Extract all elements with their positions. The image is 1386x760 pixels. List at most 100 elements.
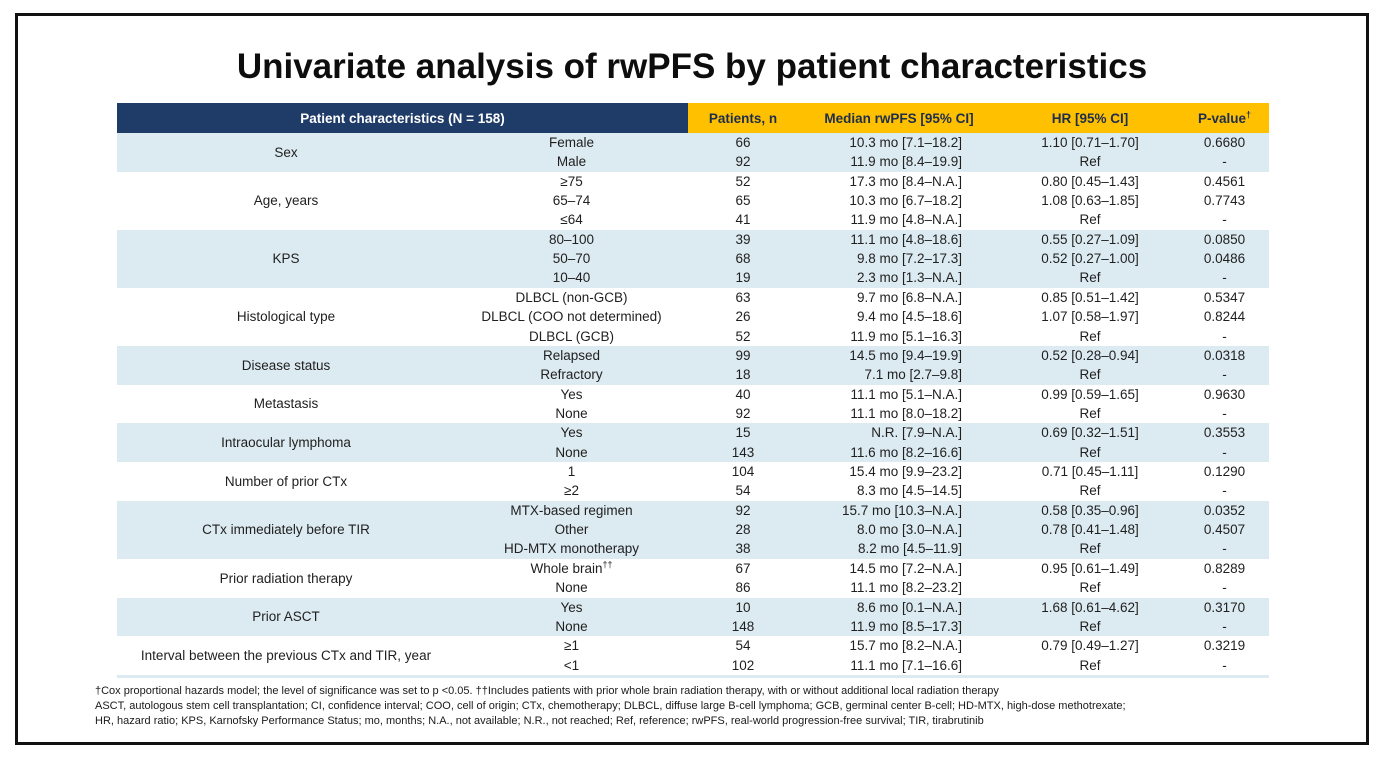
hr-cell: Ref bbox=[1079, 580, 1101, 596]
p-value-cell: - bbox=[1222, 444, 1227, 460]
group-label: CTx immediately before TIR bbox=[202, 522, 370, 538]
category-cell: Female bbox=[549, 134, 595, 150]
category-cell: DLBCL (non-GCB) bbox=[515, 289, 628, 305]
hr-cell: 1.68 [0.61–4.62] bbox=[1041, 599, 1139, 615]
p-value-cell: - bbox=[1222, 541, 1227, 557]
patients-n-cell: 67 bbox=[735, 560, 751, 576]
median-rwpfs-cell: 15.4 mo [9.9–23.2] bbox=[849, 464, 963, 480]
patients-n-cell: 26 bbox=[735, 309, 751, 325]
group-label: Prior ASCT bbox=[252, 609, 320, 625]
table-row: Histological type DLBCL (non-GCB) 63 9.7 mo… bbox=[117, 287, 1270, 323]
table-row: Disease status Relapsed 99 14.5 mo [9.4–19.… bbox=[117, 345, 1270, 372]
table-row: KPS 80–100 39 11.1 mo [4.8–18.6] 0.55 [0.27–… bbox=[117, 229, 1270, 265]
hr-cell: Ref bbox=[1079, 483, 1101, 499]
patients-n-cell: 63 bbox=[735, 289, 751, 305]
hr-cell: 0.58 [0.35–0.96] bbox=[1041, 502, 1139, 518]
p-value-cell: 0.0352 bbox=[1203, 502, 1246, 518]
median-rwpfs-cell: 8.0 mo [3.0–N.A.] bbox=[856, 522, 963, 538]
category-cell: Whole brain†† bbox=[530, 559, 613, 576]
table-row: CTx immediately before TIR MTX-based regi… bbox=[117, 500, 1270, 536]
hr-cell: Ref bbox=[1079, 444, 1101, 460]
hr-cell: 1.08 [0.63–1.85] bbox=[1041, 193, 1139, 208]
group-label: Prior radiation therapy bbox=[219, 570, 353, 586]
patients-n-cell: 19 bbox=[735, 270, 751, 286]
median-rwpfs-cell: 11.1 mo [8.2–23.2] bbox=[850, 580, 963, 596]
median-rwpfs-cell: 8.6 mo [0.1–N.A.] bbox=[856, 599, 963, 615]
median-rwpfs-cell: 11.9 mo [8.5–17.3] bbox=[850, 618, 963, 634]
p-value-cell: 0.7743 bbox=[1203, 193, 1246, 208]
p-value-cell: 0.3553 bbox=[1203, 425, 1246, 441]
patients-n-cell: 92 bbox=[735, 154, 751, 170]
p-value-cell: 0.0850 bbox=[1203, 231, 1246, 247]
col-header-median-rwpfs: Median rwPFS [95% CI] bbox=[798, 103, 1001, 133]
hr-cell: 0.52 [0.27–1.00] bbox=[1041, 251, 1139, 267]
median-rwpfs-cell: 8.2 mo [4.5–11.9] bbox=[857, 541, 963, 557]
median-rwpfs-cell: 11.1 mo [8.0–18.2] bbox=[850, 405, 963, 421]
p-value-cell: 0.0318 bbox=[1203, 347, 1246, 363]
col-header-hr: HR [95% CI] bbox=[1000, 103, 1181, 133]
median-rwpfs-cell: 8.3 mo [4.5–14.5] bbox=[856, 483, 963, 499]
category-cell: DLBCL (GCB) bbox=[529, 328, 615, 344]
median-rwpfs-cell: 9.7 mo [6.8–N.A.] bbox=[856, 289, 963, 305]
patients-n-cell: 52 bbox=[735, 328, 751, 344]
hr-cell: 0.95 [0.61–1.49] bbox=[1041, 560, 1139, 576]
group-label: Metastasis bbox=[253, 396, 319, 412]
patients-n-cell: 68 bbox=[735, 251, 751, 267]
median-rwpfs-cell: 10.3 mo [6.7–18.2] bbox=[849, 193, 963, 208]
hr-cell: 0.78 [0.41–1.48] bbox=[1041, 522, 1139, 538]
category-cell: MTX-based regimen bbox=[510, 502, 633, 518]
p-value-cell: 0.0486 bbox=[1203, 251, 1246, 267]
patients-n-cell: 39 bbox=[735, 231, 751, 247]
category-cell: HD-MTX monotherapy bbox=[503, 541, 640, 557]
patients-n-cell: 66 bbox=[735, 134, 751, 150]
category-cell: ≥1 bbox=[564, 638, 579, 654]
p-value-cell: - bbox=[1222, 405, 1227, 421]
footnote-line-3: HR, hazard ratio; KPS, Karnofsky Perform… bbox=[95, 715, 984, 727]
table-row: Prior radiation therapy Whole brain†† 67 14… bbox=[117, 558, 1270, 585]
category-cell: ≤64 bbox=[560, 212, 583, 228]
hr-cell: 1.10 [0.71–1.70] bbox=[1041, 134, 1139, 150]
category-cell: <1 bbox=[563, 657, 580, 673]
patients-n-cell: 41 bbox=[735, 212, 751, 228]
hr-cell: Ref bbox=[1079, 618, 1101, 634]
category-cell: ≥2 bbox=[564, 483, 579, 499]
slide-frame: Univariate analysis of rwPFS by patient … bbox=[15, 13, 1369, 745]
p-value-cell: - bbox=[1222, 367, 1227, 383]
p-value-cell: 0.4507 bbox=[1203, 522, 1246, 538]
category-cell: Relapsed bbox=[542, 347, 601, 363]
median-rwpfs-cell: 7.1 mo [2.7–9.8] bbox=[864, 367, 963, 383]
p-value-cell: 0.8244 bbox=[1203, 309, 1246, 325]
p-value-cell: - bbox=[1222, 618, 1227, 634]
category-cell: Refractory bbox=[540, 367, 603, 383]
median-rwpfs-cell: 11.9 mo [4.8–N.A.] bbox=[850, 212, 963, 228]
group-label: Sex bbox=[274, 144, 298, 160]
p-value-cell: - bbox=[1222, 212, 1227, 228]
hr-cell: 0.69 [0.32–1.51] bbox=[1041, 425, 1139, 441]
patients-n-cell: 28 bbox=[735, 522, 751, 538]
footnote-line-2: ASCT, autologous stem cell transplantati… bbox=[95, 700, 1126, 712]
patients-n-cell: 52 bbox=[735, 173, 751, 189]
dagger-superscript: † bbox=[1246, 109, 1252, 119]
p-value-cell: - bbox=[1222, 328, 1227, 344]
patients-n-cell: 38 bbox=[735, 541, 751, 557]
median-rwpfs-cell: 14.5 mo [7.2–N.A.] bbox=[849, 560, 963, 576]
group-label: Interval between the previous CTx and TI… bbox=[140, 647, 432, 663]
category-cell: ≥75 bbox=[560, 173, 583, 189]
patients-n-cell: 18 bbox=[735, 367, 751, 383]
table-header-row: Patient characteristics (N = 158) Patien… bbox=[117, 103, 1270, 133]
table-row: Interval between the previous CTx and TI… bbox=[117, 636, 1270, 662]
category-cell: 80–100 bbox=[548, 231, 595, 247]
hr-cell: 1.07 [0.58–1.97] bbox=[1041, 309, 1139, 325]
patients-n-cell: 40 bbox=[735, 386, 751, 402]
p-value-cell: 0.1290 bbox=[1203, 464, 1246, 480]
median-rwpfs-cell: 11.6 mo [8.2–16.6] bbox=[850, 444, 963, 460]
group-label: KPS bbox=[272, 251, 300, 267]
p-value-cell: 0.3219 bbox=[1203, 638, 1246, 654]
hr-cell: Ref bbox=[1079, 405, 1101, 421]
p-value-cell: - bbox=[1222, 154, 1227, 170]
group-label: Histological type bbox=[236, 309, 336, 325]
patients-n-cell: 54 bbox=[735, 638, 751, 654]
patients-n-cell: 10 bbox=[735, 599, 751, 615]
median-rwpfs-cell: 17.3 mo [8.4–N.A.] bbox=[849, 173, 963, 189]
patients-n-cell: 102 bbox=[731, 657, 755, 673]
